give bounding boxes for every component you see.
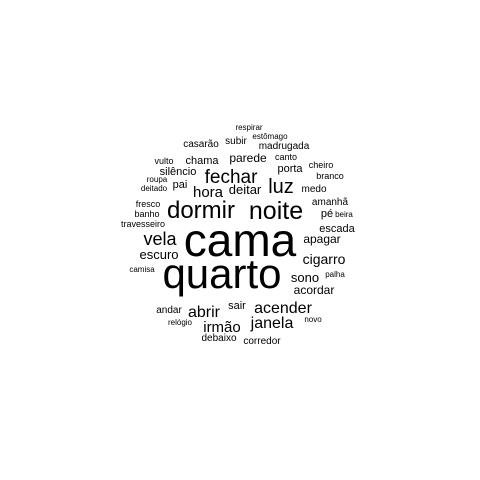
word-dormir: dormir — [167, 197, 235, 224]
word-beira: beira — [335, 210, 353, 219]
word-porta: porta — [277, 163, 303, 175]
word-sono: sono — [291, 270, 319, 285]
word-hora: hora — [193, 184, 224, 201]
word-parede: parede — [229, 151, 267, 165]
word-apagar: apagar — [303, 232, 340, 246]
word-medo: medo — [301, 184, 326, 195]
word-pe: pé — [321, 208, 333, 220]
word-vela: vela — [143, 229, 177, 249]
word-corredor: corredor — [243, 336, 281, 347]
word-casarao: casarão — [183, 139, 219, 150]
word-acender: acender — [254, 300, 312, 317]
word-cheiro: cheiro — [309, 160, 334, 170]
word-amanha: amanhã — [312, 197, 349, 208]
word-deitar: deitar — [229, 182, 262, 197]
word-roupa: roupa — [147, 175, 168, 184]
word-quarto: quarto — [162, 250, 281, 297]
word-noite: noite — [249, 197, 303, 225]
word-palha: palha — [325, 270, 345, 279]
word-escada: escada — [319, 223, 355, 235]
word-andar: andar — [156, 305, 182, 316]
word-escuro: escuro — [139, 247, 178, 262]
word-madrugada: madrugada — [259, 141, 310, 152]
word-estomago: estômago — [252, 132, 288, 141]
word-cama: cama — [184, 214, 297, 266]
word-pai: pai — [173, 179, 188, 191]
word-fechar: fechar — [205, 167, 258, 188]
word-branco: branco — [316, 171, 344, 181]
word-vulto: vulto — [154, 156, 173, 166]
word-subir: subir — [225, 136, 247, 147]
word-chama: chama — [185, 155, 219, 167]
word-canto: canto — [275, 152, 297, 162]
word-luz: luz — [268, 176, 294, 198]
word-camisa: camisa — [129, 265, 155, 274]
word-acordar: acordar — [294, 283, 335, 297]
word-sair: sair — [228, 300, 246, 312]
word-relogio: relógio — [168, 318, 193, 327]
word-deitado: deitado — [141, 184, 168, 193]
word-banho: banho — [134, 209, 159, 219]
word-abrir: abrir — [188, 304, 221, 321]
word-novo: novo — [304, 315, 322, 324]
word-silencio: silêncio — [160, 166, 197, 178]
word-irmao: irmão — [203, 319, 241, 336]
word-travesseiro: travesseiro — [121, 219, 165, 229]
word-debaixo: debaixo — [201, 333, 236, 344]
word-fresco: fresco — [136, 199, 161, 209]
word-respirar: respirar — [235, 123, 262, 132]
word-janela: janela — [250, 315, 294, 332]
word-cigarro: cigarro — [303, 251, 346, 267]
